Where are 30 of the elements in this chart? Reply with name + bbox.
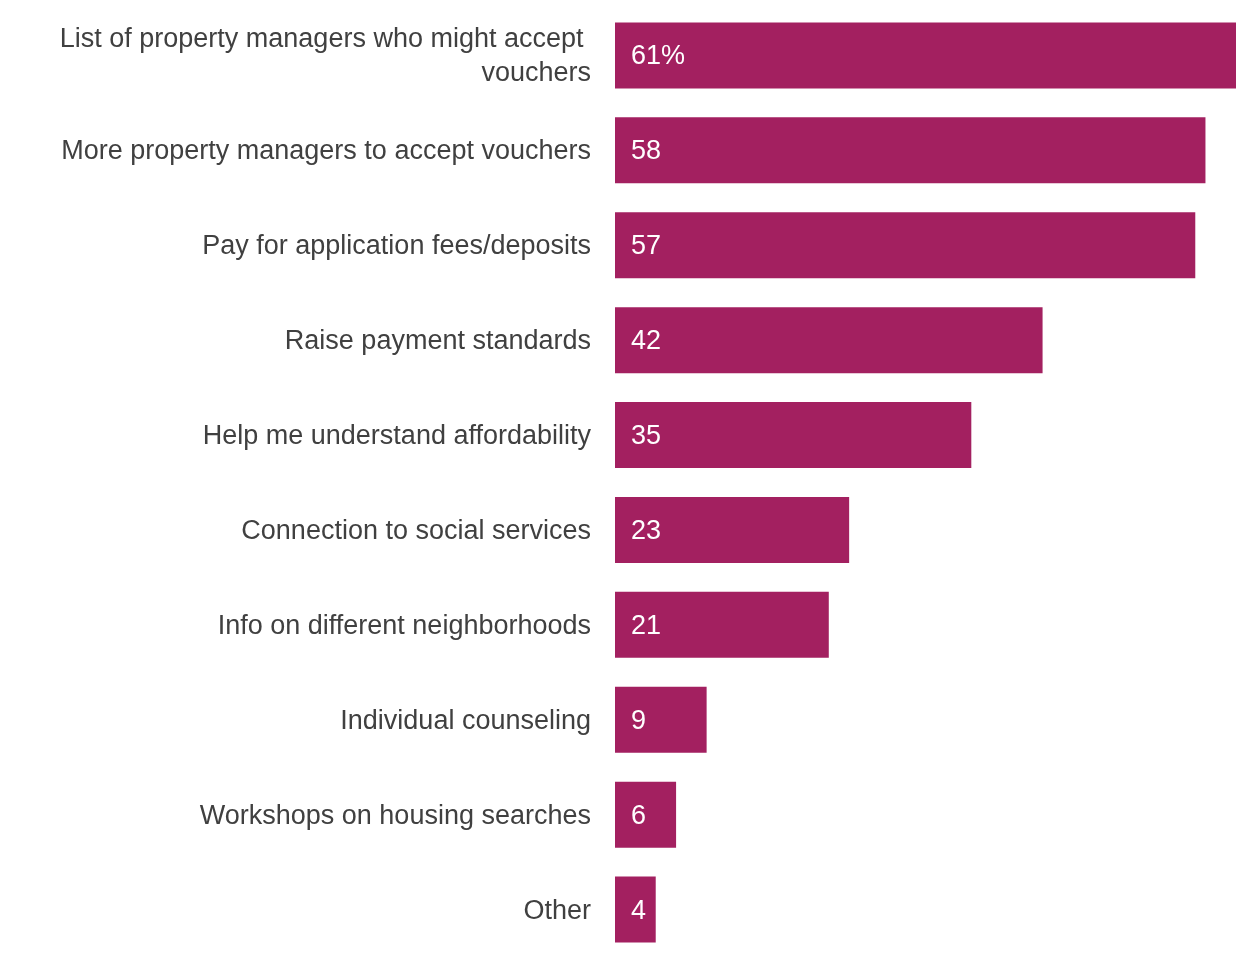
bar: [615, 496, 850, 563]
bar: [615, 781, 677, 848]
y-tick-label: Connection to social services: [241, 514, 591, 545]
data-label: 61%: [631, 40, 686, 71]
y-tick-label: Raise payment standards: [284, 325, 591, 356]
y-tick-label: Pay for application fees/deposits: [202, 230, 591, 261]
bar: [615, 686, 707, 753]
y-tick-label: Other: [523, 894, 591, 925]
data-label: 35: [631, 420, 662, 451]
y-tick-label: List of property managers who might accept vouchers: [59, 23, 591, 88]
y-tick-label: Help me understand affordability: [202, 420, 592, 451]
y-tick-label: Info on different neighborhoods: [217, 609, 591, 640]
y-tick-label: Workshops on housing searches: [199, 799, 591, 830]
data-label: 4: [631, 894, 647, 925]
data-label: 6: [631, 799, 647, 830]
y-tick-label: More property managers to accept vouchers: [61, 135, 591, 166]
data-label: 23: [631, 514, 662, 545]
bar: [615, 402, 972, 469]
bar: [615, 22, 1236, 89]
bar: [615, 117, 1206, 184]
data-label: 21: [631, 609, 662, 640]
bar: [615, 307, 1043, 374]
bar: [615, 591, 829, 658]
bar: [615, 212, 1196, 279]
data-label: 57: [631, 230, 662, 261]
bar: [615, 876, 656, 943]
data-label: 42: [631, 325, 662, 356]
data-label: 58: [631, 135, 662, 166]
y-tick-label: Individual counseling: [340, 704, 591, 735]
data-label: 9: [631, 704, 647, 735]
